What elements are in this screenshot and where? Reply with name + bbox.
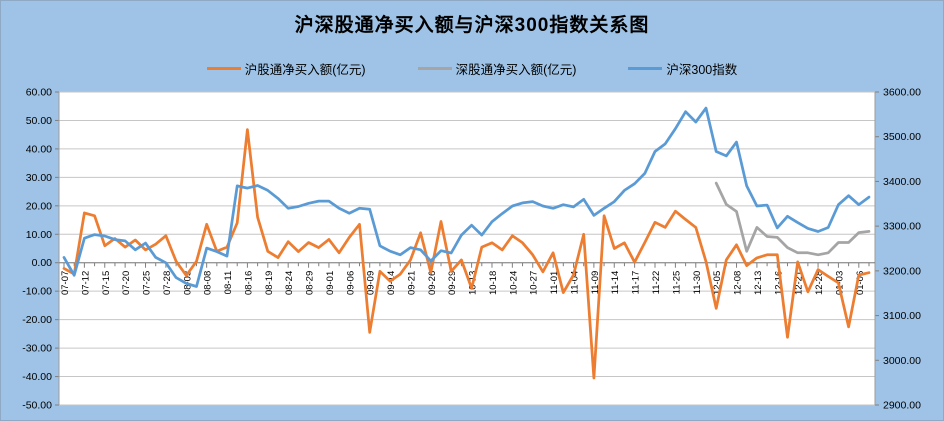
x-axis-label: 11-14 xyxy=(610,271,621,295)
left-axis-label: 10.00 xyxy=(26,229,52,241)
x-axis-label: 09-21 xyxy=(406,271,417,295)
right-axis-label: 3300.00 xyxy=(883,221,921,233)
series-line-0 xyxy=(62,128,871,380)
x-axis-label: 11-04 xyxy=(569,271,580,295)
legend-label: 深股通净买入额(亿元) xyxy=(455,63,577,77)
series-line-1 xyxy=(714,181,871,257)
left-axis-label: -20.00 xyxy=(22,314,52,326)
right-axis-label: 3200.00 xyxy=(883,265,921,277)
x-axis-label: 08-29 xyxy=(305,271,316,295)
right-axis-label: 3500.00 xyxy=(883,131,921,143)
x-axis-label: 11-17 xyxy=(631,271,642,295)
legend-item-hugutong: 沪股通净买入额(亿元) xyxy=(206,59,366,78)
x-axis-label: 11-30 xyxy=(692,271,703,295)
left-axis-label: -30.00 xyxy=(22,343,52,355)
legend-item-shengutong: 深股通净买入额(亿元) xyxy=(417,59,577,78)
series-line-2 xyxy=(62,106,871,288)
x-axis-label: 11-09 xyxy=(590,271,601,295)
x-axis-label: 11-25 xyxy=(671,271,682,295)
x-axis-label: 09-14 xyxy=(386,271,397,295)
right-axis-label: 2900.00 xyxy=(883,400,921,412)
x-axis-label: 07-25 xyxy=(142,271,153,295)
x-axis-label: 08-16 xyxy=(243,271,254,295)
left-axis-label: -10.00 xyxy=(22,286,52,298)
x-axis-label: 07-12 xyxy=(80,271,91,295)
x-axis-label: 01-03 xyxy=(834,271,845,295)
x-axis-label: 07-20 xyxy=(121,271,132,295)
x-axis-label: 09-29 xyxy=(447,271,458,295)
plot-background xyxy=(59,92,875,405)
left-axis-label: 30.00 xyxy=(26,172,52,184)
left-axis-label: 40.00 xyxy=(26,143,52,155)
chart-title: 沪深股通净买入额与沪深300指数关系图 xyxy=(294,15,650,36)
x-axis-label: 12-05 xyxy=(712,271,723,295)
x-axis-label: 08-11 xyxy=(223,271,234,295)
legend-line-swatch-orange xyxy=(206,67,241,70)
x-axis-label: 08-19 xyxy=(264,271,275,295)
legend-label: 沪深300指数 xyxy=(666,63,738,77)
right-axis-label: 3000.00 xyxy=(883,355,921,367)
x-axis-label: 10-27 xyxy=(529,271,540,295)
x-axis-label: 10-24 xyxy=(508,271,519,295)
x-axis-label: 09-06 xyxy=(345,271,356,295)
x-axis-label: 08-24 xyxy=(284,271,295,295)
x-axis-label: 11-01 xyxy=(549,271,560,295)
left-axis-label: 0.00 xyxy=(32,257,53,269)
legend-line-swatch-blue xyxy=(628,67,663,70)
right-axis-label: 3400.00 xyxy=(883,176,921,188)
legend-item-hs300: 沪深300指数 xyxy=(628,59,737,78)
x-axis-label: 12-13 xyxy=(753,271,764,295)
x-axis-label: 08-08 xyxy=(203,271,214,295)
x-axis-label: 10-18 xyxy=(488,271,499,295)
chart-legend: 沪股通净买入额(亿元) 深股通净买入额(亿元) 沪深300指数 xyxy=(1,59,943,78)
x-axis-label: 12-08 xyxy=(733,271,744,295)
x-axis-label: 09-26 xyxy=(427,271,438,295)
left-axis-label: -50.00 xyxy=(22,400,52,412)
legend-line-swatch-gray xyxy=(417,67,452,70)
right-axis-label: 3600.00 xyxy=(883,87,921,99)
left-axis-label: 50.00 xyxy=(26,115,52,127)
left-axis-label: -40.00 xyxy=(22,371,52,383)
left-axis-label: 20.00 xyxy=(26,200,52,212)
x-axis-label: 07-07 xyxy=(60,271,71,295)
x-axis-label: 01-06 xyxy=(855,271,866,295)
right-axis-label: 3100.00 xyxy=(883,310,921,322)
x-axis-label: 12-16 xyxy=(773,271,784,295)
left-axis-label: 60.00 xyxy=(26,87,52,99)
x-axis-label: 09-09 xyxy=(366,271,377,295)
x-axis-label: 12-21 xyxy=(794,271,805,295)
x-axis-label: 07-15 xyxy=(101,271,112,295)
x-axis-label: 11-22 xyxy=(651,271,662,295)
x-axis-label: 12-28 xyxy=(814,271,825,295)
legend-label: 沪股通净买入额(亿元) xyxy=(244,63,366,77)
x-axis-label: 07-28 xyxy=(162,271,173,295)
x-axis-label: 09-01 xyxy=(325,271,336,295)
